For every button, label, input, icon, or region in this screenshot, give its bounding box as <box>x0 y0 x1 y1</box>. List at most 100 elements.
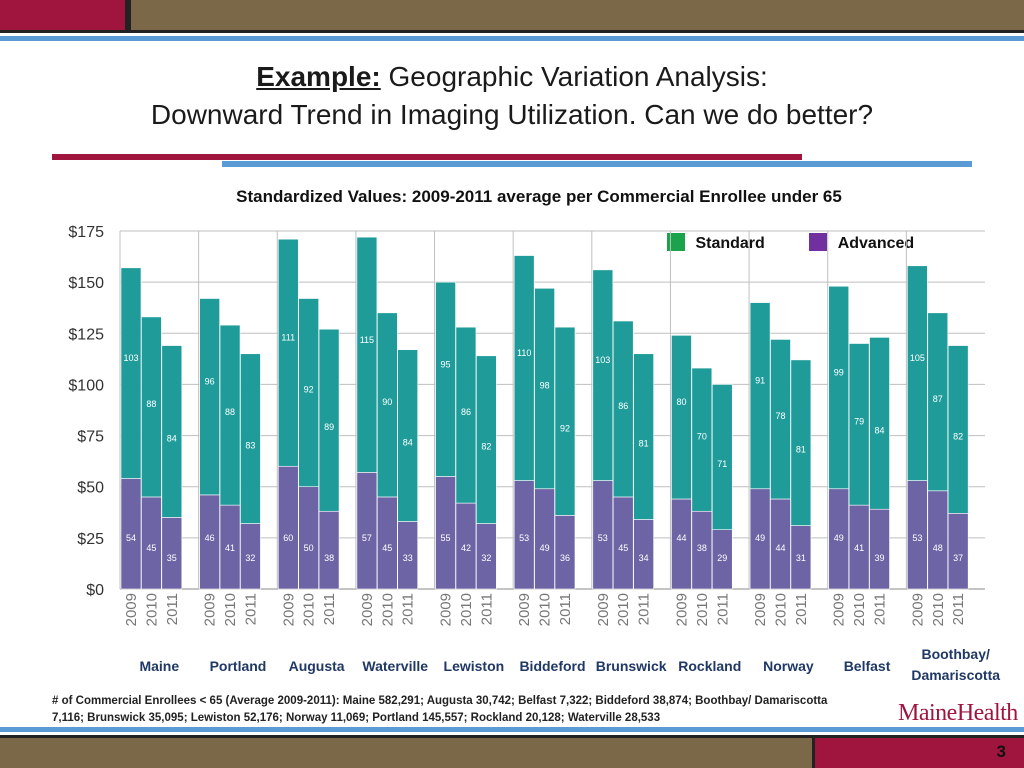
x-year-label: 2010 <box>222 593 239 626</box>
data-label-advanced: 41 <box>854 543 864 553</box>
bottom-bar-accent <box>812 735 1024 768</box>
bar-standard <box>770 339 791 500</box>
data-label-advanced: 39 <box>875 553 885 563</box>
mainehealth-logo: MaineHealth <box>898 700 1018 726</box>
legend-standard-swatch <box>667 233 685 251</box>
y-tick-label: $0 <box>86 582 104 599</box>
x-group-label: Damariscotta <box>911 667 1000 683</box>
data-label-advanced: 42 <box>461 543 471 553</box>
x-year-label: 2010 <box>615 593 632 626</box>
x-year-label: 2009 <box>909 593 926 626</box>
data-label-advanced: 46 <box>205 533 215 543</box>
bottom-stripe <box>0 727 1024 732</box>
data-label-advanced: 53 <box>598 533 608 543</box>
data-label-advanced: 54 <box>126 533 136 543</box>
data-label-advanced: 31 <box>796 553 806 563</box>
x-year-label: 2009 <box>280 593 297 626</box>
data-label-standard: 89 <box>324 422 334 432</box>
data-label-advanced: 49 <box>755 533 765 543</box>
x-year-label: 2010 <box>537 593 554 626</box>
x-year-label: 2009 <box>673 593 690 626</box>
data-label-advanced: 35 <box>167 553 177 563</box>
x-group-label: Norway <box>763 658 814 674</box>
data-label-standard: 71 <box>717 459 727 469</box>
x-year-label: 2011 <box>478 593 495 625</box>
bar-advanced <box>318 510 340 590</box>
x-year-label: 2010 <box>930 593 947 626</box>
data-label-advanced: 38 <box>324 553 334 563</box>
bar-standard <box>749 302 771 490</box>
bar-standard <box>397 349 419 522</box>
x-year-label: 2009 <box>438 593 455 626</box>
data-label-standard: 79 <box>854 416 864 426</box>
data-label-advanced: 38 <box>697 543 707 553</box>
bar-standard <box>455 326 477 504</box>
bar-standard <box>907 265 928 481</box>
bar-advanced <box>356 472 378 590</box>
bar-standard <box>848 343 870 506</box>
x-year-label: 2011 <box>793 593 810 625</box>
x-group-label: Waterville <box>362 658 428 674</box>
x-group-label: Portland <box>210 658 267 674</box>
x-group-label: Belfast <box>844 658 891 674</box>
data-label-advanced: 29 <box>717 553 727 563</box>
legend: Standard Advanced <box>667 233 914 253</box>
data-label-advanced: 45 <box>618 543 628 553</box>
bar-standard <box>633 353 654 520</box>
bar-standard <box>612 320 634 498</box>
y-tick-label: $125 <box>68 326 104 343</box>
x-year-label: 2011 <box>164 593 181 625</box>
chart-title: Standardized Values: 2009-2011 average p… <box>236 187 842 206</box>
x-year-label: 2009 <box>752 593 769 626</box>
x-year-label: 2010 <box>143 593 160 626</box>
data-label-standard: 82 <box>481 442 491 452</box>
x-year-label: 2011 <box>242 593 259 625</box>
data-label-advanced: 48 <box>933 543 943 553</box>
data-label-standard: 95 <box>441 359 451 369</box>
data-label-standard: 88 <box>146 399 156 409</box>
x-year-label: 2009 <box>831 593 848 626</box>
title-line2: Downward Trend in Imaging Utilization. C… <box>150 99 874 130</box>
data-label-advanced: 53 <box>912 533 922 543</box>
legend-advanced-label: Advanced <box>837 235 915 252</box>
x-year-label: 2009 <box>123 593 140 626</box>
bar-standard <box>828 285 850 490</box>
data-label-standard: 86 <box>461 407 471 417</box>
data-label-standard: 92 <box>560 423 570 433</box>
data-label-standard: 81 <box>639 439 649 449</box>
bar-standard <box>240 353 261 524</box>
bar-standard <box>435 281 456 477</box>
bar-standard <box>554 326 576 516</box>
x-group-label: Lewiston <box>444 658 505 674</box>
bar-advanced <box>869 508 890 590</box>
bar-standard <box>691 367 713 512</box>
x-year-label: 2010 <box>851 593 868 626</box>
x-group-label: Biddeford <box>519 658 585 674</box>
data-label-standard: 90 <box>382 397 392 407</box>
data-label-standard: 81 <box>796 445 806 455</box>
data-label-standard: 105 <box>910 353 925 363</box>
bar-standard <box>161 345 183 518</box>
data-label-standard: 99 <box>834 367 844 377</box>
data-label-advanced: 60 <box>283 533 293 543</box>
x-year-label: 2011 <box>321 593 338 625</box>
y-tick-label: $75 <box>77 429 104 446</box>
bar-standard <box>120 267 142 479</box>
title-lead: Example: <box>256 61 381 92</box>
data-label-advanced: 49 <box>834 533 844 543</box>
data-label-advanced: 45 <box>146 543 156 553</box>
data-label-standard: 91 <box>755 376 765 386</box>
x-group-label: Brunswick <box>596 658 667 674</box>
title-rule-red <box>52 154 802 160</box>
bar-standard <box>513 255 535 481</box>
y-tick-label: $25 <box>77 531 104 548</box>
data-label-advanced: 55 <box>441 533 451 543</box>
top-stripe <box>0 36 1024 41</box>
data-label-advanced: 36 <box>560 553 570 563</box>
bar-standard <box>277 238 299 467</box>
x-year-label: 2011 <box>636 593 653 625</box>
x-year-label: 2011 <box>950 593 967 625</box>
bar-standard <box>318 328 340 512</box>
bar-standard <box>298 298 319 488</box>
